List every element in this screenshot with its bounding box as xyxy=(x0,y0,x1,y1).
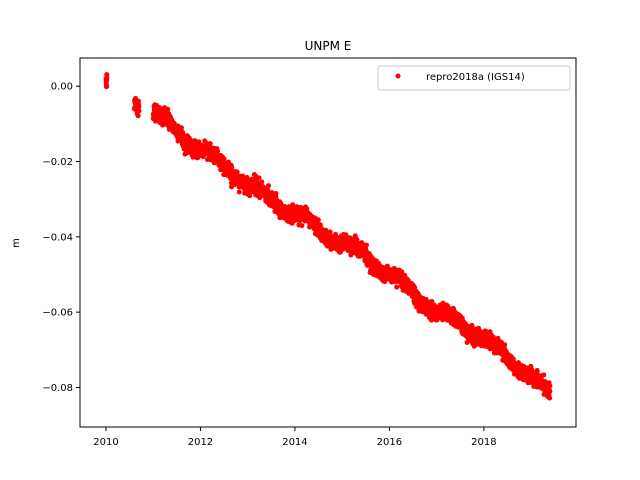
data-point xyxy=(196,139,202,145)
scatter-series xyxy=(103,72,553,401)
data-point xyxy=(236,189,242,195)
data-point xyxy=(315,217,321,223)
y-tick-label: −0.06 xyxy=(42,308,73,319)
data-point xyxy=(136,104,142,110)
data-point xyxy=(178,125,184,131)
data-point xyxy=(327,229,333,235)
legend: repro2018a (IGS14) xyxy=(377,65,571,91)
data-point xyxy=(394,284,400,290)
y-tick-label: −0.04 xyxy=(42,232,73,243)
y-tick-label: −0.08 xyxy=(42,383,73,394)
legend-box xyxy=(377,65,571,91)
data-point xyxy=(234,169,240,175)
data-point xyxy=(364,242,369,248)
y-tick-label: 0.00 xyxy=(51,82,73,93)
data-point xyxy=(104,75,110,81)
x-tick-label: 2012 xyxy=(188,437,213,448)
x-tick-label: 2016 xyxy=(377,437,402,448)
legend-label: repro2018a (IGS14) xyxy=(426,72,525,83)
data-point xyxy=(104,83,110,89)
data-point xyxy=(541,372,547,378)
data-point xyxy=(464,339,470,345)
data-point xyxy=(290,202,296,208)
data-point xyxy=(215,148,221,154)
data-point xyxy=(256,175,262,181)
y-axis-label: m xyxy=(11,238,22,248)
data-point xyxy=(502,342,508,348)
data-point xyxy=(165,106,171,112)
data-point xyxy=(547,395,553,401)
data-point xyxy=(423,296,429,302)
data-point xyxy=(273,191,279,197)
data-point xyxy=(429,299,435,305)
data-point xyxy=(266,183,272,189)
x-tick-label: 2014 xyxy=(282,437,307,448)
data-point xyxy=(299,223,305,229)
x-axis: 2010 2012 2014 2016 2018 xyxy=(93,427,497,448)
y-tick-label: −0.02 xyxy=(42,157,73,168)
data-point xyxy=(207,141,213,147)
data-point xyxy=(534,367,540,373)
y-axis: 0.00 −0.02 −0.04 −0.06 −0.08 xyxy=(42,82,80,394)
data-point xyxy=(259,179,265,185)
data-point xyxy=(547,383,553,389)
data-point xyxy=(136,108,142,114)
plot-frame xyxy=(79,57,577,428)
data-point xyxy=(323,227,329,233)
x-tick-label: 2018 xyxy=(471,437,496,448)
data-point xyxy=(547,388,553,394)
x-tick-label: 2010 xyxy=(93,437,118,448)
chart-title: UNPM E xyxy=(305,39,352,53)
data-point xyxy=(135,113,141,119)
data-point xyxy=(247,193,253,199)
legend-marker xyxy=(395,73,401,79)
